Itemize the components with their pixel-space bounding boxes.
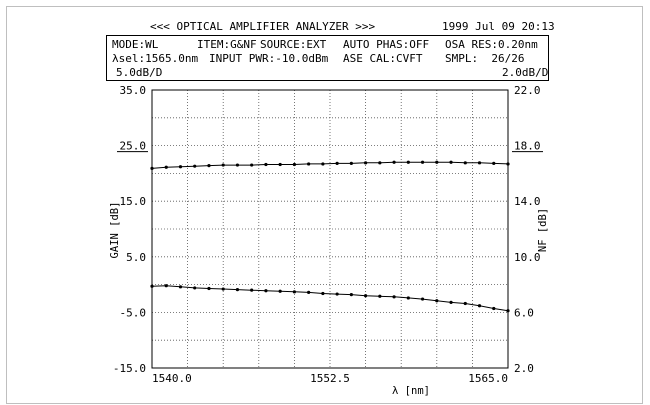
series-point: [449, 160, 453, 164]
series-point: [420, 297, 425, 301]
series-point: [463, 161, 467, 165]
series-point: [307, 290, 311, 294]
y-right-tick-label: 18.0: [514, 140, 541, 153]
series-point: [264, 289, 268, 293]
y-left-tick-label: 35.0: [120, 84, 147, 97]
series-point: [164, 165, 168, 169]
lambda-sel-label: λsel:1565.0nm: [112, 52, 199, 65]
series-point: [193, 286, 197, 290]
y-left-tick-label: 5.0: [126, 251, 146, 264]
analyzer-title: <<< OPTICAL AMPLIFIER ANALYZER >>>: [150, 20, 376, 33]
y-right-tick-label: 6.0: [514, 306, 534, 319]
series-point: [164, 284, 168, 288]
x-tick-label: 1540.0: [152, 372, 192, 385]
series-point: [292, 162, 296, 167]
series-point: [364, 161, 368, 165]
series-point: [278, 289, 282, 293]
series-point: [264, 162, 268, 167]
series-point: [492, 306, 496, 311]
series-point: [250, 163, 254, 167]
smpl-label: SMPL: 26/26: [445, 52, 525, 65]
series-point: [335, 292, 339, 296]
series-point: [221, 163, 225, 167]
y-left-tick-label: -15.0: [113, 362, 146, 375]
series-point: [178, 285, 183, 289]
series-point: [506, 162, 510, 166]
series-point: [463, 301, 467, 306]
date-time: 1999 Jul 09 20:13: [442, 20, 555, 33]
series-point: [349, 161, 353, 165]
series-point: [435, 160, 439, 164]
y-left-tick-label: 25.0: [120, 140, 147, 153]
series-point: [335, 161, 339, 165]
y-right-tick-label: 10.0: [514, 251, 541, 264]
series-point: [278, 162, 282, 167]
osa-res-label: OSA RES:0.20nm: [445, 38, 538, 51]
y-left-tick-label: 15.0: [120, 195, 147, 208]
series-point: [221, 287, 225, 291]
series-point: [178, 165, 183, 169]
auto-phas-label: AUTO PHAS:OFF: [343, 38, 430, 51]
y-right-tick-label: 2.0: [514, 362, 534, 375]
series-point: [207, 286, 211, 291]
series-point: [477, 161, 482, 165]
series-point: [321, 291, 325, 296]
item-label: ITEM:G&NF: [197, 38, 257, 51]
series-point: [235, 288, 240, 292]
right-scale-label: 2.0dB/D: [502, 66, 549, 79]
series-point: [506, 309, 510, 313]
y-right-tick-label: 22.0: [514, 84, 541, 97]
series-point: [449, 300, 453, 304]
screen-frame: [6, 6, 643, 404]
series-point: [150, 166, 154, 170]
left-axis-title: GAIN [dB]: [109, 201, 121, 259]
settings-panel: [106, 35, 549, 81]
y-left-tick-label: -5.0: [120, 306, 147, 319]
series-point: [392, 160, 396, 164]
mode-label: MODE:WL: [112, 38, 159, 51]
input-pwr-label: INPUT PWR:-10.0dBm: [209, 52, 329, 65]
x-tick-label: 1565.0: [468, 372, 508, 385]
series-point: [207, 164, 211, 168]
series-point: [406, 160, 410, 164]
series-point: [250, 288, 254, 292]
left-scale-label: 5.0dB/D: [116, 66, 163, 79]
source-label: SOURCE:EXT: [260, 38, 327, 51]
series-point: [307, 162, 311, 166]
ase-cal-label: ASE CAL:CVFT: [343, 52, 423, 65]
series-point: [235, 163, 240, 167]
series-point: [492, 161, 496, 165]
series-line-2: [151, 285, 509, 312]
series-point: [392, 295, 396, 299]
series-point: [349, 293, 353, 297]
series-point: [378, 294, 382, 298]
plot-border: [151, 89, 509, 369]
series-point: [193, 164, 197, 168]
right-axis-title: NF [dB]: [537, 207, 549, 253]
series-point: [406, 296, 410, 300]
series-point: [420, 160, 425, 164]
series-point: [378, 161, 382, 165]
series-point: [292, 290, 296, 294]
series-point: [321, 162, 325, 166]
y-right-tick-label: 14.0: [514, 195, 541, 208]
x-axis-title: λ [nm]: [392, 385, 430, 397]
series-point: [477, 304, 482, 308]
series-point: [364, 294, 368, 298]
series-point: [150, 284, 154, 288]
series-line-1: [151, 161, 509, 169]
x-tick-label: 1552.5: [310, 372, 350, 385]
series-point: [435, 299, 439, 303]
